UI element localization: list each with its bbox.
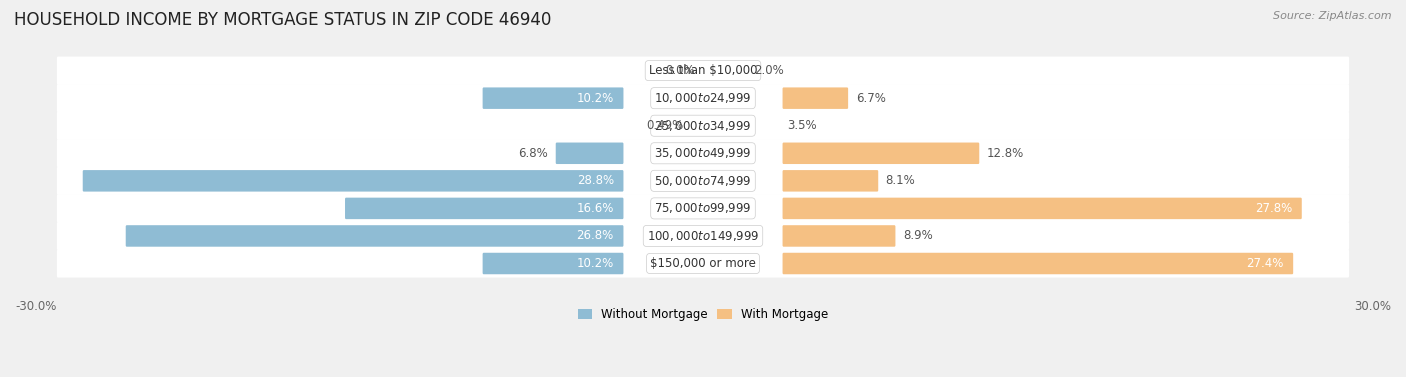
Text: 6.7%: 6.7%: [856, 92, 886, 105]
FancyBboxPatch shape: [783, 87, 848, 109]
FancyBboxPatch shape: [56, 167, 1350, 195]
Text: $150,000 or more: $150,000 or more: [650, 257, 756, 270]
FancyBboxPatch shape: [482, 87, 623, 109]
Text: 28.8%: 28.8%: [576, 174, 614, 187]
Text: $25,000 to $34,999: $25,000 to $34,999: [654, 119, 752, 133]
Text: 26.8%: 26.8%: [576, 230, 614, 242]
Text: HOUSEHOLD INCOME BY MORTGAGE STATUS IN ZIP CODE 46940: HOUSEHOLD INCOME BY MORTGAGE STATUS IN Z…: [14, 11, 551, 29]
FancyBboxPatch shape: [783, 170, 879, 192]
FancyBboxPatch shape: [56, 250, 1350, 277]
Text: 0.0%: 0.0%: [665, 64, 695, 77]
Text: 2.0%: 2.0%: [755, 64, 785, 77]
Text: 3.5%: 3.5%: [787, 119, 817, 132]
FancyBboxPatch shape: [56, 194, 1350, 222]
Legend: Without Mortgage, With Mortgage: Without Mortgage, With Mortgage: [574, 303, 832, 326]
FancyBboxPatch shape: [125, 225, 623, 247]
FancyBboxPatch shape: [56, 84, 1350, 112]
Text: $35,000 to $49,999: $35,000 to $49,999: [654, 146, 752, 160]
Text: 27.4%: 27.4%: [1246, 257, 1284, 270]
Text: 0.49%: 0.49%: [647, 119, 683, 132]
Text: 6.8%: 6.8%: [519, 147, 548, 160]
FancyBboxPatch shape: [56, 139, 1350, 167]
Text: 10.2%: 10.2%: [576, 257, 614, 270]
Text: $50,000 to $74,999: $50,000 to $74,999: [654, 174, 752, 188]
FancyBboxPatch shape: [344, 198, 623, 219]
FancyBboxPatch shape: [783, 143, 979, 164]
FancyBboxPatch shape: [783, 225, 896, 247]
Text: $10,000 to $24,999: $10,000 to $24,999: [654, 91, 752, 105]
Text: 12.8%: 12.8%: [987, 147, 1024, 160]
FancyBboxPatch shape: [783, 198, 1302, 219]
FancyBboxPatch shape: [555, 143, 623, 164]
Text: $100,000 to $149,999: $100,000 to $149,999: [647, 229, 759, 243]
Text: 8.9%: 8.9%: [903, 230, 932, 242]
Text: -30.0%: -30.0%: [15, 300, 56, 313]
FancyBboxPatch shape: [56, 57, 1350, 85]
Text: Source: ZipAtlas.com: Source: ZipAtlas.com: [1274, 11, 1392, 21]
Text: 8.1%: 8.1%: [886, 174, 915, 187]
Text: 10.2%: 10.2%: [576, 92, 614, 105]
FancyBboxPatch shape: [482, 253, 623, 274]
Text: 30.0%: 30.0%: [1354, 300, 1391, 313]
Text: Less than $10,000: Less than $10,000: [648, 64, 758, 77]
FancyBboxPatch shape: [783, 253, 1294, 274]
FancyBboxPatch shape: [83, 170, 623, 192]
FancyBboxPatch shape: [56, 222, 1350, 250]
FancyBboxPatch shape: [56, 112, 1350, 140]
Text: 27.8%: 27.8%: [1254, 202, 1292, 215]
Text: $75,000 to $99,999: $75,000 to $99,999: [654, 201, 752, 215]
Text: 16.6%: 16.6%: [576, 202, 614, 215]
